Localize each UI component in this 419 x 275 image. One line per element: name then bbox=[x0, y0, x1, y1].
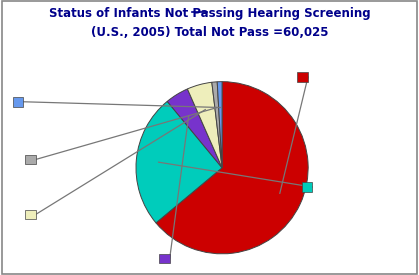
Wedge shape bbox=[187, 82, 222, 168]
Wedge shape bbox=[212, 82, 222, 168]
Wedge shape bbox=[136, 101, 222, 223]
Wedge shape bbox=[217, 82, 222, 168]
Text: Status of Infants Not Passing Hearing Screening: Status of Infants Not Passing Hearing Sc… bbox=[49, 7, 370, 20]
Wedge shape bbox=[156, 82, 308, 254]
Text: (U.S., 2005) Total Not Pass =60,025: (U.S., 2005) Total Not Pass =60,025 bbox=[91, 26, 328, 39]
Wedge shape bbox=[167, 89, 222, 168]
